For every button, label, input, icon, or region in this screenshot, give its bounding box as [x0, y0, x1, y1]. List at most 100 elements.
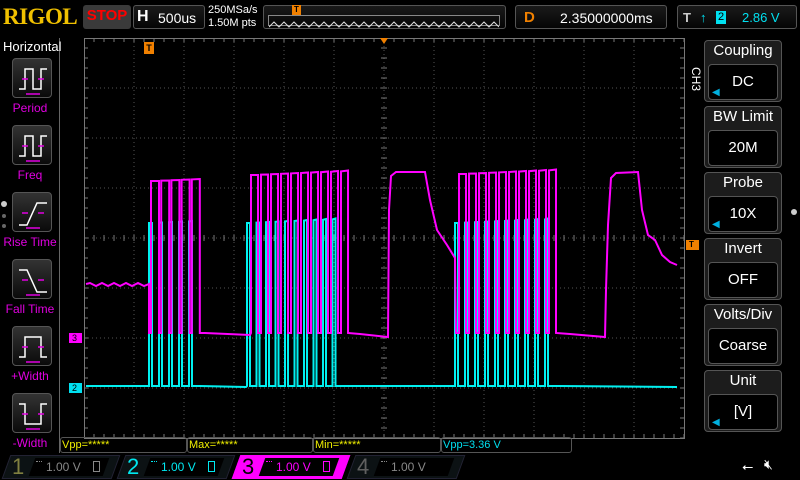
- horizontal-timebase[interactable]: H 500us: [133, 5, 205, 29]
- ch2-ground-marker: 2: [69, 383, 82, 393]
- menu-title: BW Limit: [713, 108, 773, 125]
- menu-bw-limit[interactable]: BW Limit 20M: [704, 106, 782, 168]
- horizontal-key: H: [137, 8, 149, 25]
- positive-width-icon: [19, 336, 47, 363]
- trigger-position-marker-icon: T: [292, 5, 301, 15]
- trigger-point-icon: [380, 38, 388, 44]
- dc-coupling-icon: [266, 461, 272, 465]
- trigger-key: T: [683, 10, 691, 25]
- channel-scale: 1.00 V: [161, 460, 196, 474]
- fall-time-button[interactable]: [12, 259, 52, 299]
- channel-scale: 1.00 V: [46, 460, 81, 474]
- trigger-display[interactable]: T ↑ 2 2.86 V: [677, 5, 797, 29]
- measurement-item[interactable]: Min=*****: [313, 437, 441, 453]
- measure-label: Fall Time: [5, 302, 55, 316]
- channel-scale: 1.00 V: [276, 460, 311, 474]
- channel-number: 4: [357, 454, 370, 479]
- menu-page-indicator: [1, 201, 7, 207]
- channel-menu-title: CH3: [689, 66, 704, 92]
- bandwidth-limit-icon: [208, 461, 215, 472]
- channel-scale: 1.00 V: [391, 460, 426, 474]
- menu-title: Invert: [724, 240, 762, 257]
- measure-label: +Width: [11, 369, 49, 383]
- trigger-position-marker: T: [144, 42, 154, 54]
- usb-icon: ⭠: [742, 458, 754, 474]
- ch3-ground-marker: 3: [69, 333, 82, 343]
- menu-page-dot: [2, 224, 6, 228]
- timebase-value: 500us: [158, 10, 197, 26]
- menu-value[interactable]: ◀ DC: [708, 64, 778, 100]
- trigger-source: 2: [716, 11, 727, 24]
- menu-title: Horizontal: [3, 39, 62, 54]
- delay-display[interactable]: D 2.35000000ms: [515, 5, 667, 29]
- menu-value-text: OFF: [728, 271, 758, 288]
- menu-title: Volts/Div: [713, 306, 773, 323]
- menu-value-text: Coarse: [718, 337, 768, 354]
- channel-number: 3: [242, 454, 255, 479]
- measure-label: Rise Time: [3, 235, 57, 249]
- select-arrow-icon: ◀: [712, 219, 720, 230]
- measurement-item[interactable]: Vpp=*****: [60, 437, 187, 453]
- menu-value[interactable]: 20M: [708, 130, 778, 166]
- select-arrow-icon: ◀: [712, 417, 720, 428]
- rise-time-icon: [19, 202, 47, 229]
- period-button[interactable]: [12, 58, 52, 98]
- positive-width-button[interactable]: [12, 326, 52, 366]
- run-stop-status[interactable]: STOP: [83, 5, 131, 29]
- period-icon: [19, 68, 47, 95]
- measure-menu: Horizontal Period Freq Rise Time Fall Time +…: [0, 38, 62, 453]
- menu-value[interactable]: ◀ [V]: [708, 394, 778, 430]
- menu-value[interactable]: OFF: [708, 262, 778, 298]
- channel-menu: CH3 Coupling ◀ DC BW Limit 20M Probe ◀ 10X Inver…: [686, 38, 800, 453]
- menu-title: Unit: [729, 372, 757, 389]
- menu-value-text: DC: [732, 73, 754, 90]
- frequency-button[interactable]: [12, 125, 52, 165]
- memory-overview-wave: [268, 15, 500, 28]
- negative-width-button[interactable]: [12, 393, 52, 433]
- rising-edge-icon: ↑: [700, 10, 707, 25]
- menu-value[interactable]: ◀ 10X: [708, 196, 778, 232]
- channel-number: 2: [127, 454, 140, 479]
- measurement-item[interactable]: Vpp=3.36 V: [441, 437, 572, 453]
- sample-rate: 250MSa/s: [208, 4, 258, 16]
- memory-timeline[interactable]: T: [263, 5, 506, 29]
- waveform-grid: [84, 38, 685, 439]
- measurement-item[interactable]: Max=*****: [187, 437, 313, 453]
- select-arrow-icon: ◀: [712, 87, 720, 98]
- measure-label: Freq: [17, 168, 43, 182]
- bandwidth-limit-icon: [93, 461, 100, 472]
- bandwidth-limit-icon: [323, 461, 330, 472]
- channel-number: 1: [12, 454, 25, 479]
- dc-coupling-icon: [36, 461, 42, 465]
- menu-coupling[interactable]: Coupling ◀ DC: [704, 40, 782, 102]
- delay-value: 2.35000000ms: [560, 10, 653, 26]
- overview-waveform-icon: [268, 21, 500, 28]
- rigol-logo: RIGOL: [3, 4, 78, 29]
- dc-coupling-icon: [151, 461, 157, 465]
- menu-invert[interactable]: Invert OFF: [704, 238, 782, 300]
- menu-unit[interactable]: Unit ◀ [V]: [704, 370, 782, 432]
- menu-probe[interactable]: Probe ◀ 10X: [704, 172, 782, 234]
- rise-time-button[interactable]: [12, 192, 52, 232]
- menu-volts-div[interactable]: Volts/Div Coarse: [704, 304, 782, 366]
- menu-value-text: 10X: [729, 205, 757, 222]
- menu-value-text: [V]: [733, 403, 753, 420]
- memory-depth: 1.50M pts: [208, 17, 257, 29]
- trigger-level-marker[interactable]: T: [686, 240, 699, 250]
- acquisition-info: 250MSa/s 1.50M pts: [208, 4, 258, 30]
- frequency-icon: [19, 135, 47, 162]
- menu-value[interactable]: Coarse: [708, 328, 778, 364]
- dc-coupling-icon: [381, 461, 387, 465]
- sound-muted-icon[interactable]: 🔇︎: [764, 456, 773, 472]
- menu-title: Probe: [722, 174, 764, 191]
- menu-title: Coupling: [713, 42, 773, 59]
- menu-page-indicator: [791, 209, 797, 215]
- ch3-waveform: [85, 168, 678, 339]
- negative-width-icon: [19, 403, 47, 430]
- measure-label: -Width: [12, 436, 48, 450]
- trigger-level: 2.86 V: [742, 10, 780, 25]
- measure-label: Period: [12, 101, 48, 115]
- fall-time-icon: [19, 269, 47, 296]
- ch2-waveform: [86, 217, 678, 389]
- menu-value-text: 20M: [728, 139, 758, 156]
